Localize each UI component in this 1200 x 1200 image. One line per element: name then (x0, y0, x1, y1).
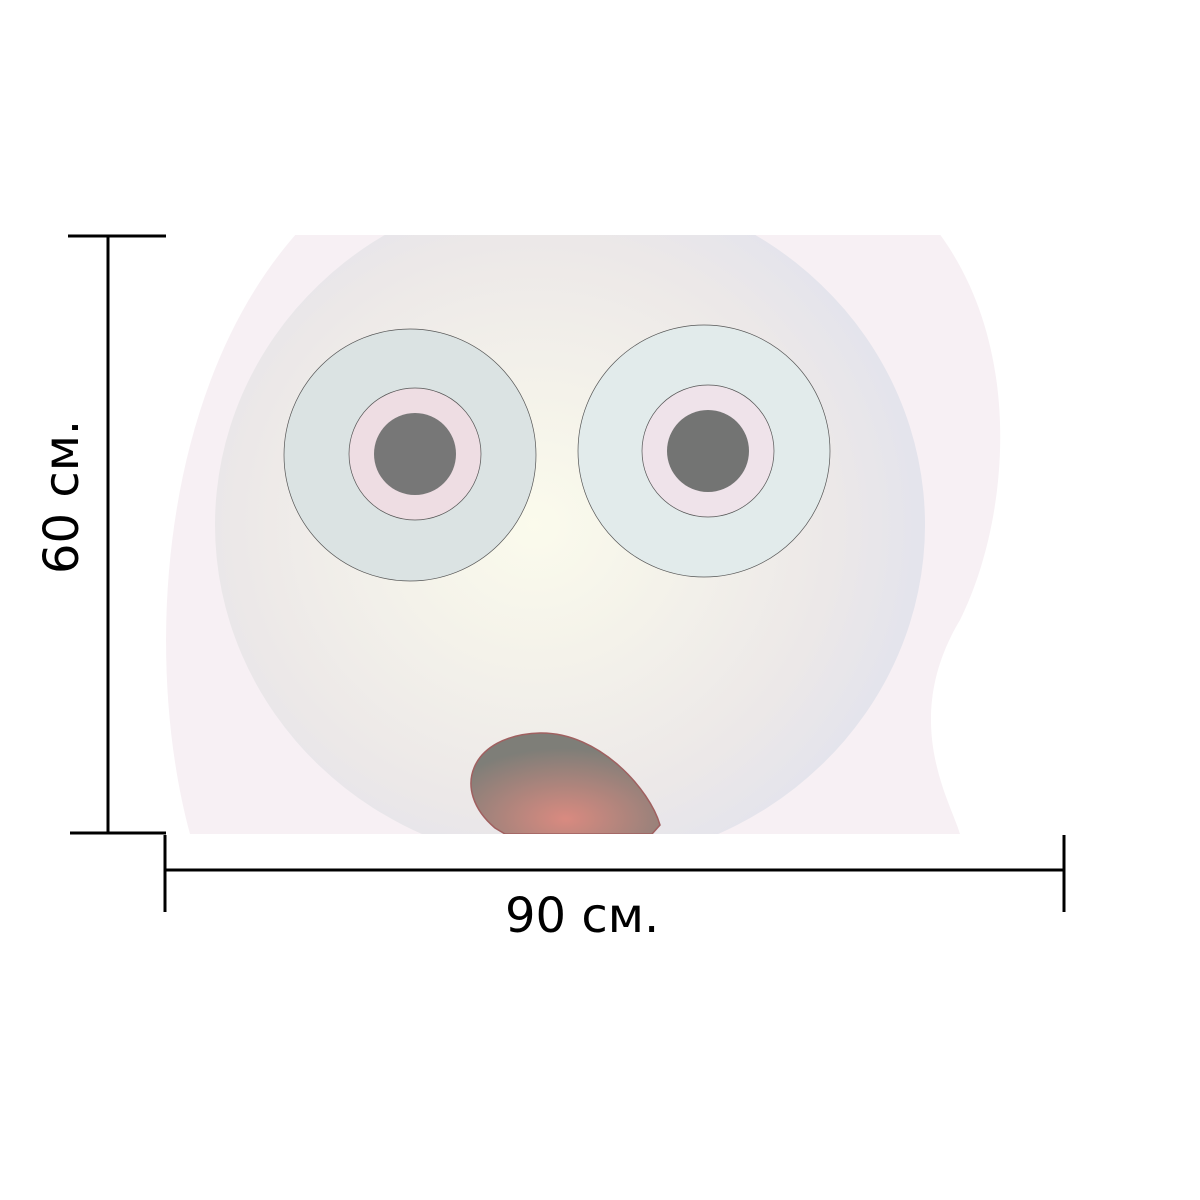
right-eye (577, 324, 831, 578)
width-label: 90 см. (505, 888, 660, 944)
mouth (470, 732, 661, 834)
left-eye (283, 328, 537, 582)
ghost-face-image (166, 235, 1001, 834)
dimension-lines (68, 234, 1066, 912)
height-label: 60 см. (34, 419, 90, 574)
